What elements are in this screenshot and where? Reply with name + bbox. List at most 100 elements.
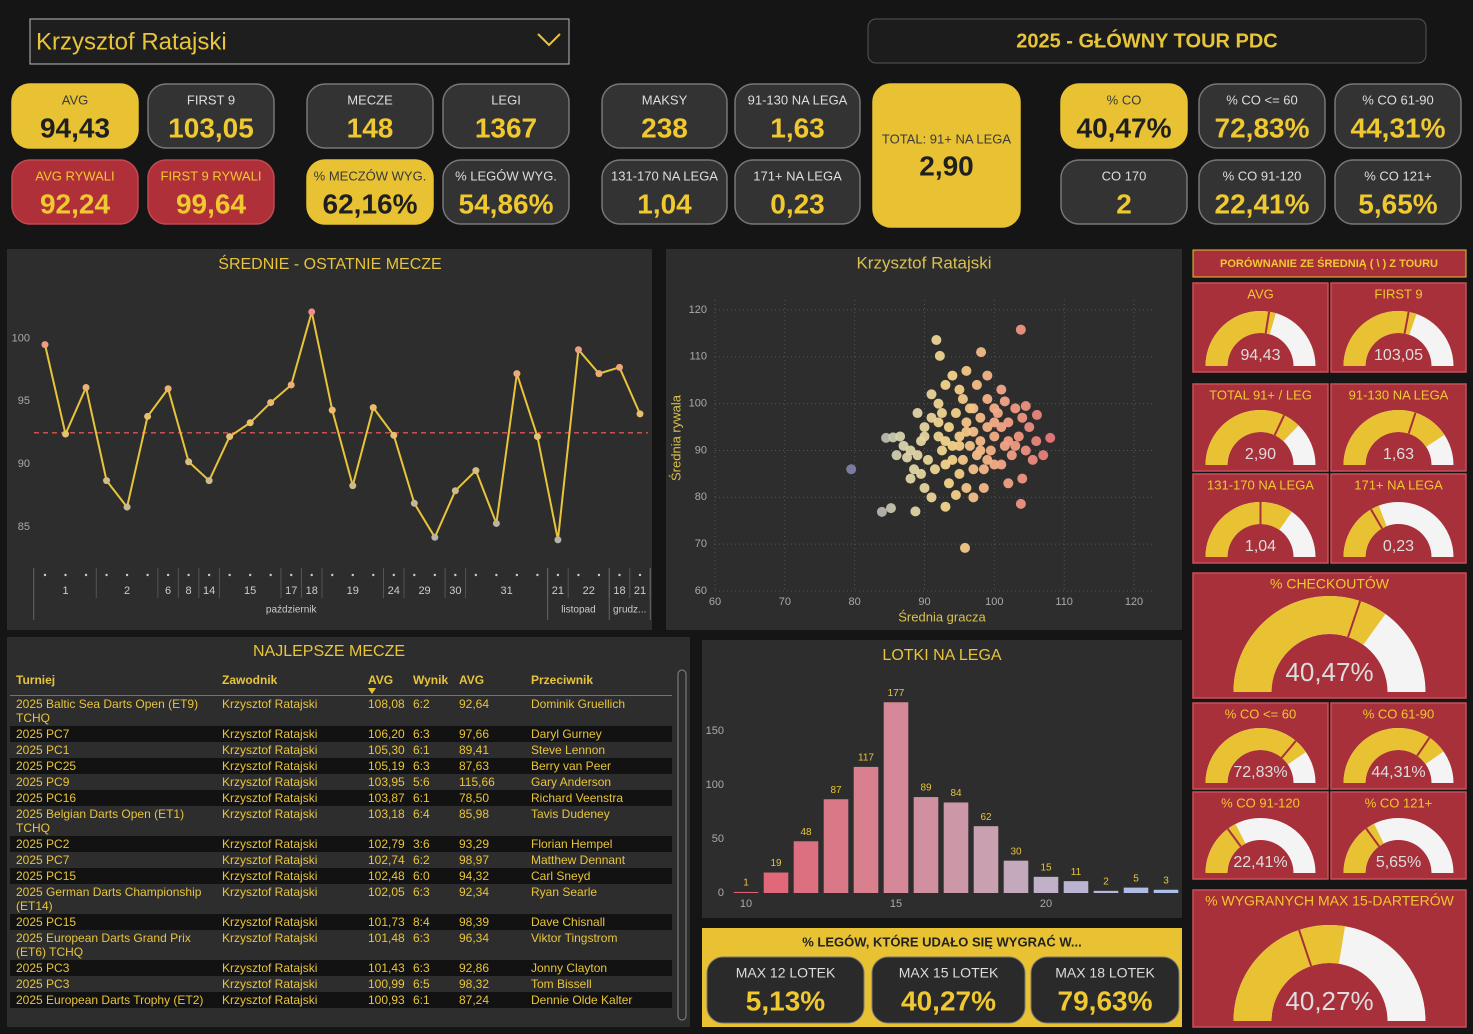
table-cell: Krzysztof Ratajski — [216, 884, 362, 914]
comparison-title: PORÓWNANIE ZE ŚREDNIĄ ( \ ) Z TOURU — [1220, 257, 1438, 270]
table-cell: Krzysztof Ratajski — [216, 992, 362, 1008]
player-dropdown[interactable] — [29, 18, 570, 65]
data-label: 11 — [1071, 867, 1082, 878]
point — [922, 454, 933, 465]
table-cell: Dominik Gruellich — [525, 695, 672, 726]
point — [1038, 450, 1049, 461]
table-cell: 2025 European Darts Grand Prix (ET6) TCH… — [10, 930, 216, 960]
point — [1045, 432, 1056, 443]
table-row: 2025 German Darts Championship (ET14) Krz… — [10, 884, 672, 914]
point — [934, 350, 945, 361]
axis-dot — [64, 573, 67, 577]
kpi-card — [872, 83, 1021, 228]
y-tick-label: 60 — [695, 585, 707, 597]
point — [940, 501, 951, 512]
table-cell: Matthew Dennant — [525, 852, 672, 868]
point — [943, 478, 954, 489]
point — [919, 431, 930, 442]
table-cell: Krzysztof Ratajski — [216, 960, 362, 976]
point — [982, 393, 993, 404]
player-name[interactable]: Krzysztof Ratajski — [36, 28, 227, 55]
point — [961, 482, 972, 493]
table-cell: 3:6 — [407, 836, 453, 852]
kpi-value: 22,41% — [1215, 188, 1310, 219]
table-cell: 6:5 — [407, 976, 453, 992]
gauge-fill — [1205, 311, 1276, 366]
x-day-label: 24 — [388, 585, 400, 597]
kpi-label: % CO 61-90 — [1362, 92, 1434, 107]
x-day-label: 21 — [552, 585, 564, 597]
table-cell: 102,74 — [362, 852, 407, 868]
point — [960, 542, 971, 553]
axis-dot — [84, 573, 88, 577]
kpi-card — [1198, 159, 1326, 225]
gauge-value: 22,41% — [1233, 854, 1287, 871]
table-cell: 78,50 — [453, 790, 525, 806]
kpi-value: 54,86% — [459, 188, 554, 219]
dropdown-chevron[interactable] — [537, 33, 561, 47]
table-cell: Krzysztof Ratajski — [216, 868, 362, 884]
point — [985, 445, 996, 456]
kpi-value: 1367 — [475, 112, 537, 143]
table-cell: 100,99 — [362, 976, 407, 992]
data-label: 117 — [858, 753, 874, 764]
point — [950, 489, 961, 500]
kpi-card — [734, 83, 861, 149]
table-cell: Daryl Gurney — [525, 726, 672, 742]
point — [933, 417, 944, 428]
table-cell: 92,34 — [453, 884, 525, 914]
y-tick-label: 0 — [718, 887, 724, 899]
gauge-target — [1403, 311, 1410, 334]
bar — [1033, 876, 1059, 893]
table-row: 2025 PC9 Krzysztof Ratajski 103,95 5:6 115,6… — [10, 774, 672, 790]
kpi-card — [306, 83, 434, 149]
table-cell: Krzysztof Ratajski — [216, 930, 362, 960]
scrollbar[interactable] — [677, 669, 687, 1021]
table-cell: Carl Sneyd — [525, 868, 672, 884]
gauge-target — [1416, 737, 1431, 757]
point — [891, 450, 902, 461]
data-label: 3 — [1163, 875, 1169, 886]
axis-dot — [372, 573, 375, 577]
best-matches-table: Turniej Zawodnik AVG Wynik AVG Przeciwnik 2025… — [10, 670, 672, 1022]
kpi-value: 238 — [641, 112, 688, 143]
table-cell: 2025 PC3 — [10, 976, 216, 992]
point — [926, 389, 937, 400]
point — [1015, 498, 1026, 509]
y-tick-label: 110 — [689, 351, 707, 363]
sort-arrow — [368, 688, 376, 694]
table-cell: 2025 PC7 — [10, 852, 216, 868]
table-cell: 2025 PC16 — [10, 790, 216, 806]
y-tick-label: 50 — [712, 833, 724, 845]
sort-indicator[interactable] — [368, 688, 376, 694]
point — [1015, 324, 1026, 335]
kpi-value: 1,63 — [770, 112, 825, 143]
table-cell: 105,19 — [362, 758, 407, 774]
axis-dot — [351, 573, 354, 577]
point — [947, 454, 958, 465]
point — [205, 477, 213, 485]
point — [947, 370, 958, 381]
point — [431, 533, 439, 541]
gauge-value: 44,31% — [1371, 764, 1425, 781]
table-row: 2025 PC7 Krzysztof Ratajski 106,20 6:3 97,66… — [10, 726, 672, 742]
kpi-card — [306, 159, 434, 225]
gauge-value: 1,04 — [1245, 538, 1276, 555]
point — [964, 440, 975, 451]
table-cell: Krzysztof Ratajski — [216, 976, 362, 992]
data-label: 1 — [743, 878, 749, 889]
point — [492, 519, 500, 527]
table-title: NAJLEPSZE MECZE — [253, 643, 405, 660]
point — [41, 341, 49, 349]
point — [885, 503, 896, 514]
table-row: 2025 PC15 Krzysztof Ratajski 101,73 8:4 98,3… — [10, 914, 672, 930]
kpi-value: 94,43 — [40, 112, 110, 143]
point — [940, 379, 951, 390]
gauge-title: 91-130 NA LEGA — [1349, 387, 1449, 402]
kpi-value: 0,23 — [770, 188, 825, 219]
point — [996, 384, 1007, 395]
point — [226, 433, 234, 441]
x-day-label: 31 — [501, 585, 513, 597]
x-tick-label: 10 — [740, 898, 752, 910]
table-row: 2025 PC1 Krzysztof Ratajski 105,30 6:1 89,41… — [10, 742, 672, 758]
